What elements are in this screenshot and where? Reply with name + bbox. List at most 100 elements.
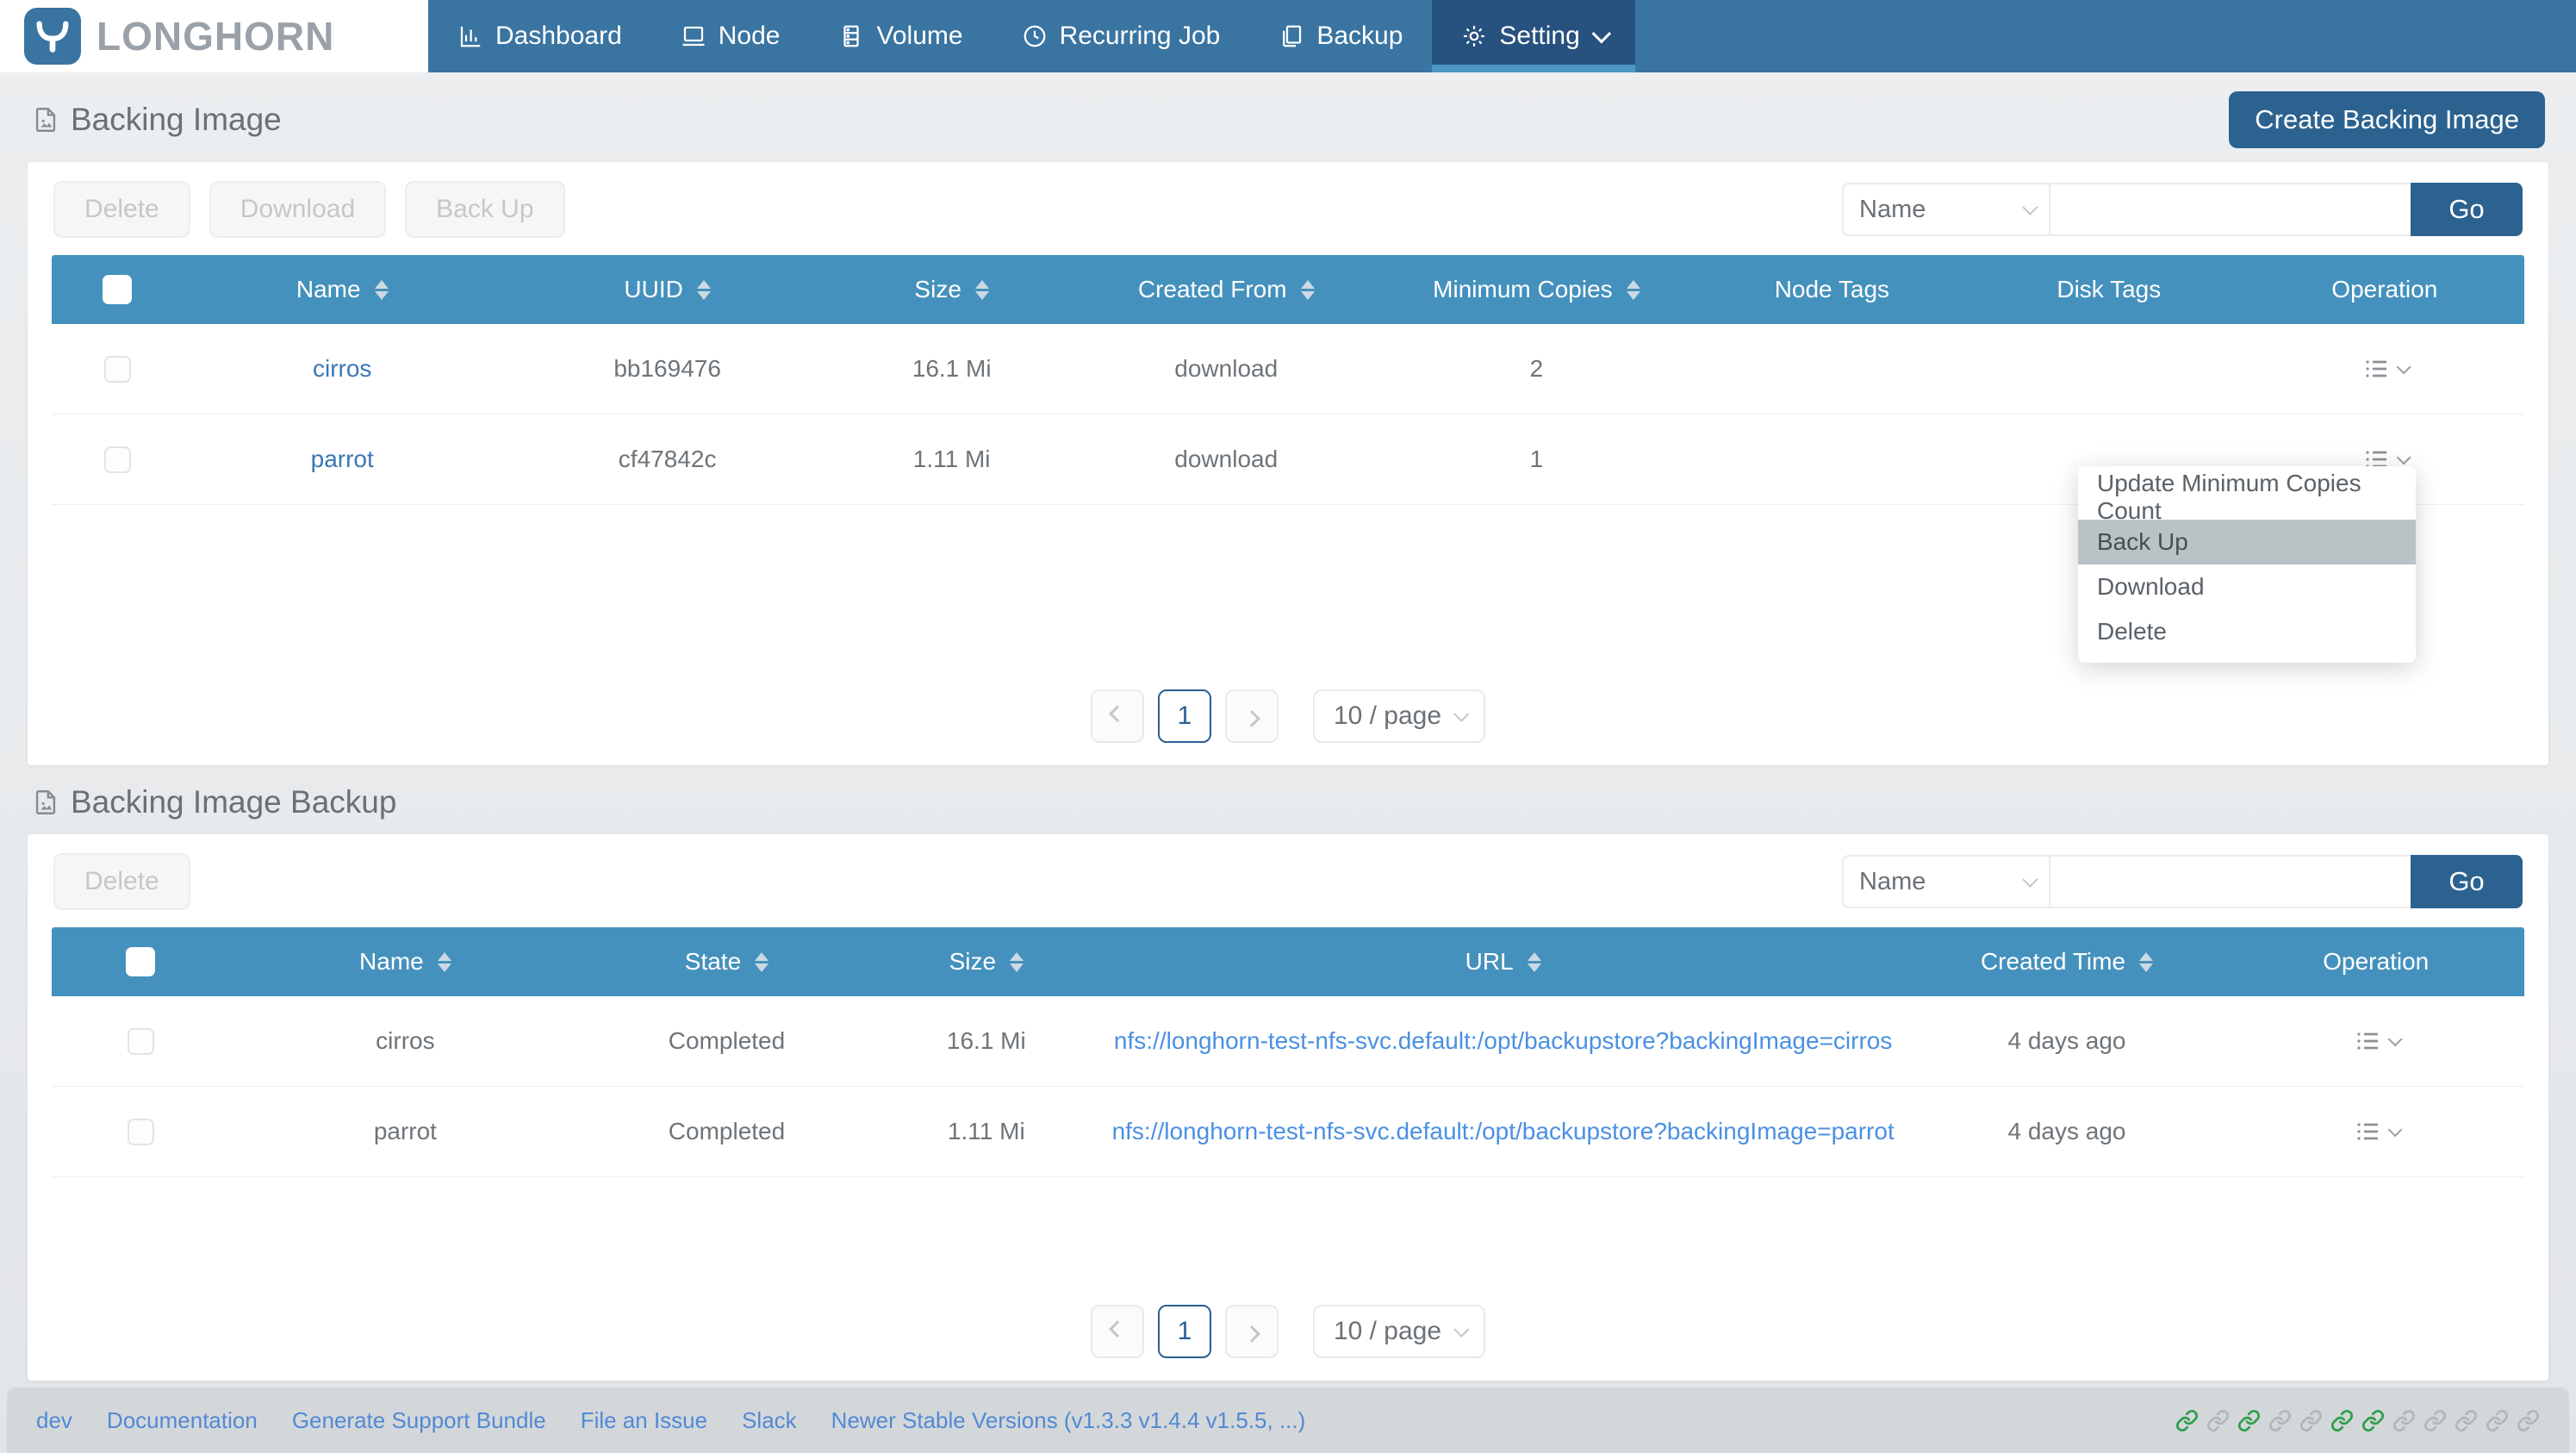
page-size-value: 10 / page	[1333, 1317, 1442, 1345]
menu-item-update-minimum-copies-count[interactable]: Update Minimum Copies Count	[2097, 470, 2361, 524]
go-button[interactable]: Go	[2411, 183, 2523, 236]
current-page-button[interactable]: 1	[1157, 689, 1211, 743]
column-header-disk-tags: Disk Tags	[2056, 276, 2162, 302]
footer-link-generate-support-bundle[interactable]: Generate Support Bundle	[291, 1406, 546, 1433]
node-link-status-icons	[2175, 1409, 2540, 1432]
menu-item-download[interactable]: Download	[2097, 573, 2205, 600]
footer: dev Documentation Generate Support Bundl…	[7, 1388, 2569, 1453]
chevron-down-icon	[2396, 450, 2411, 465]
sort-icon	[1010, 951, 1024, 972]
delete-button[interactable]: Delete	[53, 853, 190, 910]
recurring-job-icon	[1022, 23, 1048, 49]
column-header-uuid[interactable]: UUID	[501, 276, 833, 303]
brand-name: LONGHORN	[96, 14, 335, 59]
chevron-down-icon	[2387, 1032, 2403, 1047]
created-from-cell: download	[1174, 355, 1279, 382]
column-header-created-time[interactable]: Created Time	[1906, 948, 2227, 976]
size-cell: 16.1 Mi	[946, 1027, 1026, 1054]
next-page-button[interactable]	[1224, 1305, 1279, 1358]
previous-page-button[interactable]	[1090, 1305, 1144, 1358]
column-header-size[interactable]: Size	[873, 948, 1100, 976]
column-header-size[interactable]: Size	[833, 276, 1071, 303]
operation-menu-button[interactable]	[2362, 355, 2411, 383]
nav-item-recurring-job[interactable]: Recurring Job	[992, 0, 1250, 72]
backing-image-section-head: Backing Image Create Backing Image	[0, 72, 2576, 162]
next-page-button[interactable]	[1224, 689, 1279, 743]
sort-icon	[374, 279, 389, 300]
page-size-select[interactable]: 10 / page	[1312, 689, 1486, 743]
backing-image-card: Delete Download Back Up Name Go Name UUI…	[28, 162, 2548, 765]
backing-image-name-link[interactable]: parrot	[310, 446, 374, 472]
nav-item-volume[interactable]: Volume	[809, 0, 992, 72]
backup-table-header: Name State Size URL Created Time Operati…	[52, 927, 2524, 996]
nav-label: Volume	[876, 22, 963, 50]
list-icon	[2357, 1032, 2378, 1050]
list-icon	[2357, 1123, 2378, 1140]
backup-button[interactable]: Back Up	[405, 181, 565, 238]
download-button[interactable]: Download	[208, 181, 387, 238]
column-header-operation: Operation	[2331, 276, 2438, 302]
filter-field-select[interactable]: Name	[1842, 855, 2049, 908]
footer-link-documentation[interactable]: Documentation	[106, 1406, 258, 1433]
table-row: cirros Completed 16.1 Mi nfs://longhorn-…	[52, 996, 2524, 1087]
nav-item-node[interactable]: Node	[651, 0, 810, 72]
row-checkbox[interactable]	[127, 1118, 154, 1145]
node-icon	[681, 23, 706, 49]
row-checkbox[interactable]	[127, 1027, 154, 1055]
column-header-name[interactable]: Name	[183, 276, 501, 303]
chevron-down-icon	[2396, 359, 2411, 375]
uuid-cell: bb169476	[613, 355, 721, 382]
filter-input[interactable]	[2049, 183, 2411, 236]
current-page-button[interactable]: 1	[1157, 1305, 1211, 1358]
menu-item-back-up[interactable]: Back Up	[2078, 520, 2416, 564]
nav-item-backup[interactable]: Backup	[1249, 0, 1432, 72]
backing-image-backup-section-head: Backing Image Backup	[0, 765, 2576, 834]
column-header-name[interactable]: Name	[230, 948, 582, 976]
created-time-cell: 4 days ago	[2007, 1118, 2126, 1144]
state-cell: Completed	[668, 1118, 786, 1144]
link-status-icon	[2175, 1409, 2199, 1432]
sort-icon	[2139, 951, 2154, 972]
footer-link-file-an-issue[interactable]: File an Issue	[580, 1406, 708, 1433]
backup-name-cell: cirros	[376, 1027, 435, 1054]
page-size-select[interactable]: 10 / page	[1312, 1305, 1486, 1358]
nav-label: Recurring Job	[1059, 22, 1221, 50]
backup-url-link[interactable]: nfs://longhorn-test-nfs-svc.default:/opt…	[1113, 1027, 1893, 1054]
column-header-node-tags: Node Tags	[1774, 276, 1890, 302]
column-header-state[interactable]: State	[581, 948, 873, 976]
go-button[interactable]: Go	[2411, 855, 2523, 908]
size-cell: 1.11 Mi	[912, 446, 991, 472]
column-header-created-from[interactable]: Created From	[1070, 276, 1382, 303]
sort-icon	[437, 951, 451, 972]
backup-url-link[interactable]: nfs://longhorn-test-nfs-svc.default:/opt…	[1111, 1118, 1895, 1144]
nav-item-dashboard[interactable]: Dashboard	[428, 0, 651, 72]
logo[interactable]: LONGHORN	[0, 0, 428, 72]
chevron-down-icon	[1453, 1320, 1470, 1338]
operation-menu-button[interactable]	[2354, 1027, 2403, 1055]
delete-button[interactable]: Delete	[53, 181, 190, 238]
nav-item-setting[interactable]: Setting	[1432, 0, 1635, 72]
row-checkbox[interactable]	[103, 446, 131, 473]
select-all-checkbox[interactable]	[103, 275, 133, 304]
select-all-checkbox[interactable]	[126, 947, 156, 976]
column-header-minimum-copies[interactable]: Minimum Copies	[1382, 276, 1691, 303]
footer-link-newer-stable-versions[interactable]: Newer Stable Versions (v1.3.3 v1.4.4 v1.…	[831, 1406, 1306, 1433]
create-backing-image-button[interactable]: Create Backing Image	[2229, 91, 2545, 148]
menu-item-delete[interactable]: Delete	[2097, 618, 2167, 645]
size-cell: 16.1 Mi	[912, 355, 992, 382]
filter-field-select[interactable]: Name	[1842, 183, 2049, 236]
footer-link-version[interactable]: dev	[36, 1406, 72, 1433]
previous-page-button[interactable]	[1090, 689, 1144, 743]
row-checkbox[interactable]	[103, 355, 131, 383]
footer-link-slack[interactable]: Slack	[742, 1406, 797, 1433]
link-status-icon	[2424, 1409, 2447, 1432]
column-header-url[interactable]: URL	[1100, 948, 1907, 976]
page-title: Backing Image	[71, 102, 282, 137]
backup-toolbar: Delete Name Go	[53, 853, 2523, 910]
chevron-down-icon	[2022, 198, 2038, 215]
table-row: parrot Completed 1.11 Mi nfs://longhorn-…	[52, 1087, 2524, 1177]
link-status-icon	[2206, 1409, 2230, 1432]
operation-menu-button[interactable]	[2354, 1118, 2403, 1145]
filter-input[interactable]	[2049, 855, 2411, 908]
backing-image-name-link[interactable]: cirros	[312, 355, 372, 382]
